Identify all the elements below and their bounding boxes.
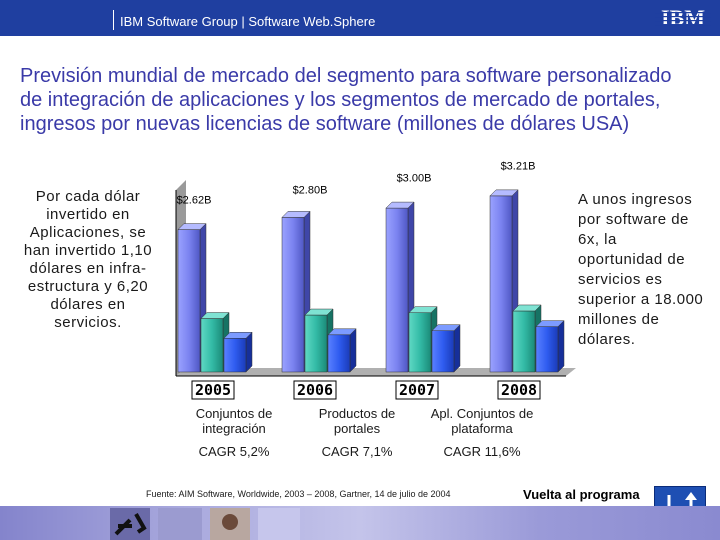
header-bar: IBM Software Group | Software Web.Sphere… bbox=[0, 0, 720, 36]
bar-2007-series-3 bbox=[431, 324, 461, 373]
segment-cagr-1: CAGR 5,2% bbox=[198, 444, 270, 459]
bar-front-2006-2 bbox=[304, 314, 328, 373]
header-text: IBM Software Group | Software Web.Sphere bbox=[120, 14, 376, 29]
bars-group bbox=[177, 189, 565, 373]
hands-icon bbox=[114, 513, 147, 536]
bar-top-2007-3 bbox=[431, 324, 461, 331]
year-label-2005: 2005 bbox=[191, 380, 235, 400]
bar-front-2005-1 bbox=[177, 229, 201, 373]
back-to-program-link[interactable]: Vuelta al programa bbox=[523, 487, 640, 502]
year-text-2007: 2007 bbox=[399, 381, 435, 399]
total-label-2005: $2.62B bbox=[177, 195, 212, 207]
chart-floor bbox=[176, 368, 576, 376]
segment-cagr-2: CAGR 7,1% bbox=[321, 444, 393, 459]
page-title: Previsión mundial de mercado del segment… bbox=[20, 65, 672, 135]
bar-side-2006-3 bbox=[349, 328, 357, 373]
bar-front-2007-2 bbox=[408, 312, 432, 373]
bar-2005-series-3 bbox=[223, 331, 253, 373]
bar-front-2007-3 bbox=[431, 330, 455, 373]
bar-front-2008-2 bbox=[512, 310, 536, 373]
footer-photo-2 bbox=[158, 508, 202, 540]
footer-strip bbox=[0, 506, 720, 540]
segment-cagr-3: CAGR 11,6% bbox=[443, 444, 521, 459]
year-label-2006: 2006 bbox=[293, 380, 337, 400]
bar-front-2008-1 bbox=[489, 195, 513, 373]
footer-photo-4 bbox=[258, 508, 300, 540]
bar-top-2006-1 bbox=[281, 211, 311, 218]
bar-side-2007-3 bbox=[453, 324, 461, 373]
bar-2006-series-3 bbox=[327, 328, 357, 373]
year-box-2008 bbox=[497, 380, 541, 400]
bar-top-2005-1 bbox=[177, 223, 207, 230]
header-divider bbox=[113, 10, 114, 30]
bar-front-2006-3 bbox=[327, 334, 351, 373]
bar-top-2007-1 bbox=[385, 201, 415, 209]
right-note: A unos ingresos por software de 6x, la o… bbox=[578, 191, 704, 348]
year-text-2006: 2006 bbox=[297, 381, 333, 399]
bar-top-2007-2 bbox=[408, 306, 438, 313]
bar-top-2005-2 bbox=[200, 312, 230, 319]
ibm-logo-text: IBM bbox=[661, 6, 705, 30]
bar-top-2005-3 bbox=[223, 332, 253, 339]
bar-side-2005-3 bbox=[245, 331, 253, 373]
bar-top-2008-3 bbox=[535, 320, 565, 327]
bar-2008-series-3 bbox=[535, 320, 565, 373]
year-text-2008: 2008 bbox=[501, 381, 537, 399]
bar-front-2006-1 bbox=[281, 217, 305, 373]
year-box-2006 bbox=[293, 380, 337, 400]
year-label-2007: 2007 bbox=[395, 380, 439, 400]
year-labels-group: 2005 2006 2007 2008 bbox=[191, 380, 541, 400]
bar-top-2006-2 bbox=[304, 308, 334, 316]
total-label-2007: $3.00B bbox=[397, 173, 432, 185]
segment-name-1: Conjuntos de integración bbox=[195, 406, 273, 436]
bar-side-2008-3 bbox=[557, 320, 565, 373]
bar-top-2006-3 bbox=[327, 328, 357, 336]
bar-top-2008-1 bbox=[489, 189, 519, 197]
year-box-2005 bbox=[191, 380, 235, 400]
left-note: Por cada dólar invertido en Aplicaciones… bbox=[23, 188, 153, 331]
total-label-2006: $2.80B bbox=[293, 184, 328, 196]
total-labels-group: $2.62B $2.80B $3.00B $3.21B bbox=[177, 160, 536, 206]
bar-front-2005-2 bbox=[200, 318, 224, 373]
total-label-2008: $3.21B bbox=[501, 160, 536, 172]
bar-front-2007-1 bbox=[385, 207, 409, 373]
ibm-logo: IBM bbox=[655, 6, 711, 30]
person-icon bbox=[222, 514, 238, 530]
segment-name-2: Productos de portales bbox=[318, 406, 396, 436]
segment-name-3: Apl. Conjuntos de plataforma bbox=[430, 406, 534, 436]
bar-top-2008-2 bbox=[512, 304, 542, 312]
year-label-2008: 2008 bbox=[497, 380, 541, 400]
source-note: Fuente: AIM Software, Worldwide, 2003 – … bbox=[146, 489, 451, 499]
year-box-2007 bbox=[395, 380, 439, 400]
year-text-2005: 2005 bbox=[195, 381, 231, 399]
bar-front-2005-3 bbox=[223, 338, 247, 373]
footer-photos bbox=[110, 508, 300, 540]
bar-front-2008-3 bbox=[535, 326, 559, 373]
